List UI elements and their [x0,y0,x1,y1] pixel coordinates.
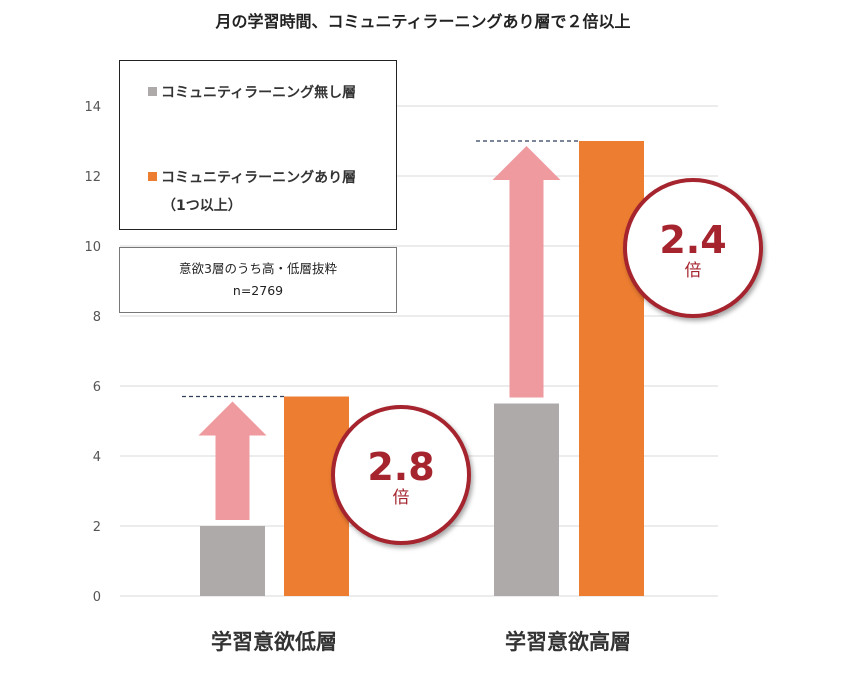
bar-without-0 [200,526,265,596]
legend: コミュニティラーニング無し層 コミュニティラーニングあり層 （1つ以上） [119,60,397,230]
ratio-badge-high-suffix: 倍 [684,261,702,281]
category-label-high: 学習意欲高層 [505,630,631,654]
bar-without-1 [494,403,559,596]
increase-arrows [198,146,561,520]
bars [200,141,644,596]
sample-note: 意欲3層のうち高・低層抜粋 n=2769 [119,247,397,313]
y-tick-label: 4 [93,450,101,465]
category-label-low: 学習意欲低層 [211,630,337,654]
ratio-badge-low-suffix: 倍 [392,488,410,508]
y-tick-label: 12 [84,170,101,185]
y-tick-label: 10 [84,240,101,255]
legend-item-with: コミュニティラーニングあり層 [148,167,356,187]
ratio-badge-high-value: 2.4 [659,218,727,262]
y-axis-ticks: 0 2 4 6 8 10 12 14 [84,100,101,605]
ratio-badge-low: 2.8 倍 [331,405,471,545]
legend-label-without: コミュニティラーニング無し層 [161,85,357,101]
chart-title: 月の学習時間、コミュニティラーニングあり層で２倍以上 [215,12,631,31]
note-line-1: 意欲3層のうち高・低層抜粋 [179,261,337,276]
legend-subtext: （1つ以上） [162,198,242,214]
y-tick-label: 14 [84,100,101,115]
ratio-badge-high: 2.4 倍 [623,178,763,318]
y-tick-label: 2 [93,520,101,535]
reference-dashes [182,140,579,398]
note-line-2: n=2769 [232,283,284,298]
increase-arrow-1 [492,146,561,398]
y-tick-label: 0 [93,590,101,605]
y-tick-label: 8 [93,310,101,325]
legend-swatch-without [148,87,157,96]
legend-swatch-with [148,172,157,181]
increase-arrow-0 [198,401,267,520]
legend-label-with: コミュニティラーニングあり層 [161,170,357,186]
ratio-badge-low-value: 2.8 [367,445,435,489]
y-tick-label: 6 [93,380,101,395]
legend-item-without: コミュニティラーニング無し層 [148,82,356,102]
